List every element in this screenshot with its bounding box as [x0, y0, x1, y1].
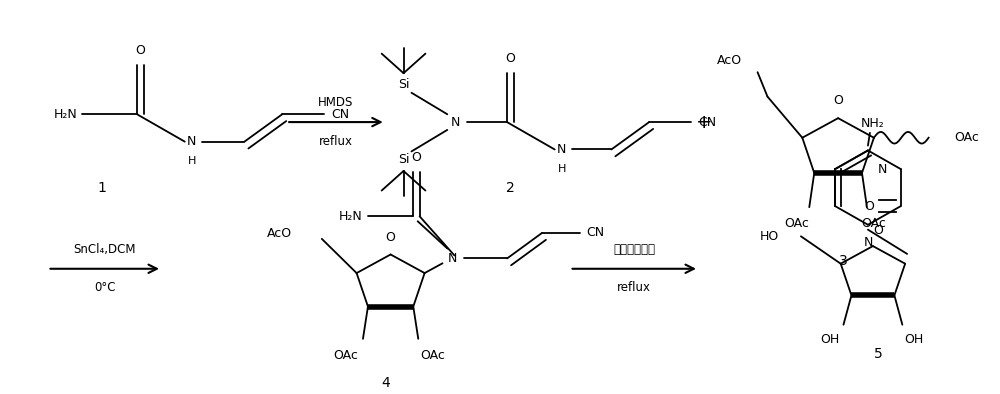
- Text: 4: 4: [381, 376, 390, 390]
- Text: CN: CN: [331, 108, 349, 121]
- Text: 甲醇钠，甲醇: 甲醇钠，甲醇: [613, 243, 655, 256]
- Text: 2: 2: [506, 180, 514, 195]
- Text: N: N: [878, 162, 887, 175]
- Text: H₂N: H₂N: [54, 108, 77, 121]
- Text: N: N: [187, 135, 196, 148]
- Text: N: N: [448, 252, 457, 265]
- Text: OH: OH: [820, 333, 839, 346]
- Text: O: O: [386, 231, 396, 244]
- Text: OAc: OAc: [334, 349, 358, 362]
- Text: NH₂: NH₂: [861, 117, 885, 130]
- Text: AcO: AcO: [267, 227, 292, 240]
- Text: N: N: [863, 236, 873, 249]
- Text: 3: 3: [839, 254, 847, 268]
- Text: 5: 5: [874, 347, 882, 361]
- Text: Si: Si: [398, 153, 409, 166]
- Text: O: O: [873, 224, 883, 237]
- Text: Si: Si: [398, 78, 409, 91]
- Text: O: O: [136, 44, 145, 57]
- Text: OAc: OAc: [954, 131, 979, 144]
- Text: CN: CN: [698, 115, 716, 128]
- Text: H: H: [188, 156, 196, 166]
- Text: OAc: OAc: [861, 217, 886, 230]
- Text: OAc: OAc: [421, 349, 446, 362]
- Text: O: O: [864, 200, 874, 213]
- Text: reflux: reflux: [319, 135, 353, 148]
- Text: HMDS: HMDS: [318, 97, 354, 110]
- Text: CN: CN: [587, 227, 605, 240]
- Text: H: H: [557, 164, 566, 174]
- Text: O: O: [506, 52, 515, 65]
- Text: +: +: [696, 113, 712, 132]
- Text: AcO: AcO: [717, 54, 742, 67]
- Text: N: N: [557, 143, 566, 156]
- Text: reflux: reflux: [617, 281, 651, 294]
- Text: O: O: [411, 151, 421, 164]
- Text: OH: OH: [905, 333, 924, 346]
- Text: O: O: [833, 94, 843, 107]
- Text: SnCl₄,DCM: SnCl₄,DCM: [73, 243, 136, 256]
- Text: OAc: OAc: [784, 217, 809, 230]
- Text: HO: HO: [760, 230, 779, 243]
- Text: N: N: [451, 115, 460, 128]
- Text: 1: 1: [98, 180, 107, 195]
- Text: H₂N: H₂N: [339, 210, 363, 223]
- Text: 0°C: 0°C: [94, 281, 115, 294]
